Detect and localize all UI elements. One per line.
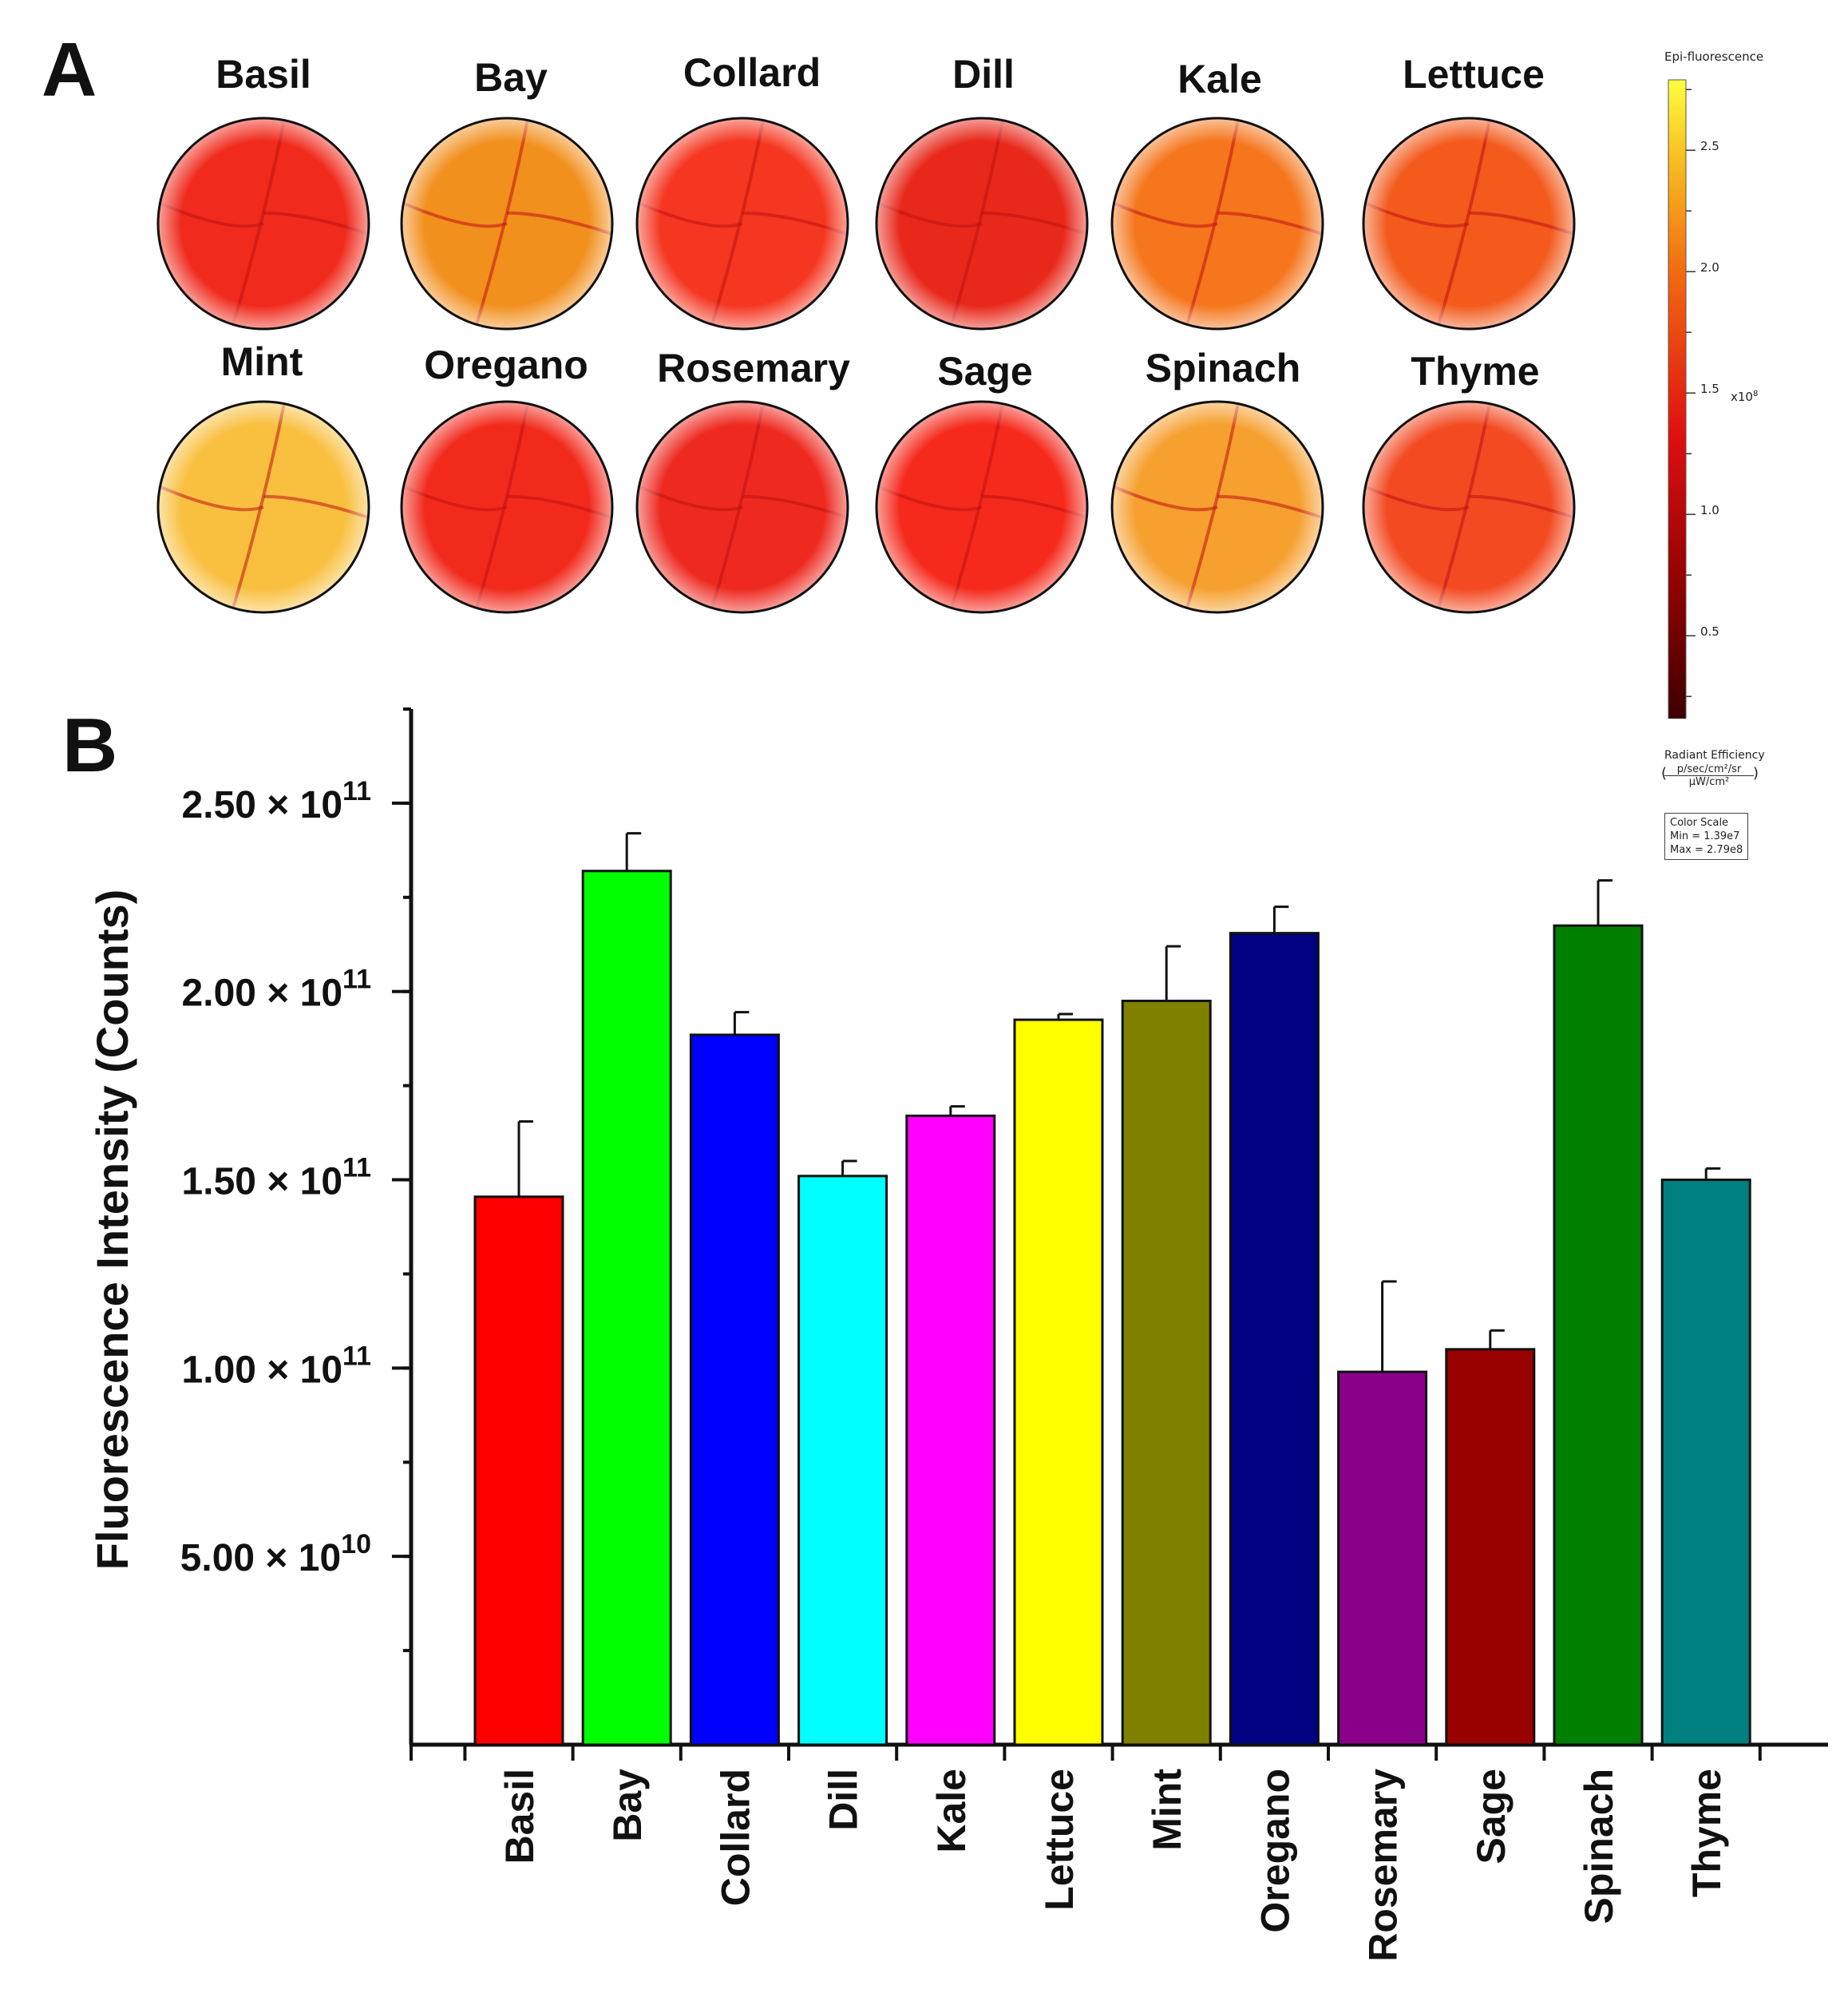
color-scale-tick: 1.0 <box>1700 503 1719 517</box>
radiant-efficiency-units: ( p/sec/cm²/sr μW/cm² ) <box>1661 763 1759 788</box>
leaf-disc-dill <box>875 117 1089 331</box>
radiant-efficiency-label: Radiant Efficiency <box>1664 749 1765 762</box>
bar-rosemary <box>1337 1370 1428 1746</box>
sample-label-collard: Collard <box>683 50 821 95</box>
panel-a-letter: A <box>42 27 97 113</box>
leaf-disc-bay <box>400 117 614 331</box>
leaf-disc-thyme <box>1362 400 1576 614</box>
color-scale-box: Color Scale Min = 1.39e7 Max = 2.79e8 <box>1664 813 1749 860</box>
color-scale-tick: 2.5 <box>1700 139 1719 153</box>
bar-spinach <box>1553 924 1644 1746</box>
x-tick-label-oregano: Oregano <box>1252 1769 1297 1933</box>
x-tick-label-thyme: Thyme <box>1684 1769 1729 1897</box>
sample-label-bay: Bay <box>474 55 548 100</box>
leaf-disc-oregano <box>400 400 614 614</box>
color-scale-unit: x108 <box>1731 390 1759 404</box>
color-scale-tick: 1.5 <box>1700 382 1719 396</box>
x-tick-label-bay: Bay <box>605 1769 650 1842</box>
x-tick-label-mint: Mint <box>1145 1769 1189 1851</box>
leaf-disc-kale <box>1110 117 1324 331</box>
bar-bay <box>581 870 672 1746</box>
leaf-disc-mint <box>156 400 370 614</box>
x-tick-label-collard: Collard <box>713 1769 758 1906</box>
sample-label-oregano: Oregano <box>424 343 588 387</box>
color-scale-bar <box>1668 79 1687 719</box>
x-tick-label-rosemary: Rosemary <box>1361 1769 1406 1962</box>
x-tick-label-kale: Kale <box>929 1769 974 1853</box>
bar-dill <box>797 1175 888 1746</box>
sample-label-spinach: Spinach <box>1145 346 1301 390</box>
sample-label-mint: Mint <box>220 339 303 384</box>
panel-b-letter: B <box>62 703 118 788</box>
sample-label-sage: Sage <box>937 349 1033 394</box>
leaf-disc-spinach <box>1110 400 1324 614</box>
color-scale-tick: 0.5 <box>1700 624 1719 639</box>
x-tick-label-dill: Dill <box>821 1769 866 1831</box>
bar-oregano <box>1229 932 1320 1746</box>
x-tick-label-spinach: Spinach <box>1577 1769 1621 1924</box>
x-tick-label-basil: Basil <box>497 1769 542 1864</box>
panel-a-images <box>156 79 1696 719</box>
sample-label-lettuce: Lettuce <box>1403 52 1545 97</box>
leaf-disc-basil <box>156 117 370 331</box>
bar-collard <box>689 1033 780 1746</box>
x-tick-label-sage: Sage <box>1469 1769 1514 1864</box>
y-tick-label: 1.00 × 1011 <box>182 1341 371 1391</box>
bar-sage <box>1445 1348 1536 1746</box>
leaf-disc-collard <box>635 117 849 331</box>
y-tick-label: 2.50 × 1011 <box>182 776 371 826</box>
color-scale-tick: 2.0 <box>1700 260 1719 275</box>
leaf-disc-rosemary <box>635 400 849 614</box>
y-axis-label: Fluorescence Intensity (Counts) <box>87 890 137 1571</box>
leaf-disc-lettuce <box>1362 117 1576 331</box>
bar-thyme <box>1660 1179 1751 1746</box>
bar-mint <box>1121 1000 1212 1746</box>
leaf-disc-sage <box>875 400 1089 614</box>
sample-label-dill: Dill <box>952 52 1015 97</box>
y-tick-label: 5.00 × 1010 <box>180 1529 371 1579</box>
bar-lettuce <box>1013 1018 1104 1746</box>
bar-basil <box>473 1195 564 1746</box>
sample-label-rosemary: Rosemary <box>657 346 850 390</box>
color-scale-title: Epi-fluorescence <box>1664 50 1764 64</box>
sample-label-basil: Basil <box>216 52 311 97</box>
x-tick-label-lettuce: Lettuce <box>1037 1769 1082 1911</box>
y-tick-label: 2.00 × 1011 <box>182 965 371 1015</box>
bar-kale <box>905 1114 996 1746</box>
sample-label-thyme: Thyme <box>1411 349 1540 394</box>
sample-label-kale: Kale <box>1177 57 1262 101</box>
y-tick-label: 1.50 × 1011 <box>182 1153 371 1203</box>
